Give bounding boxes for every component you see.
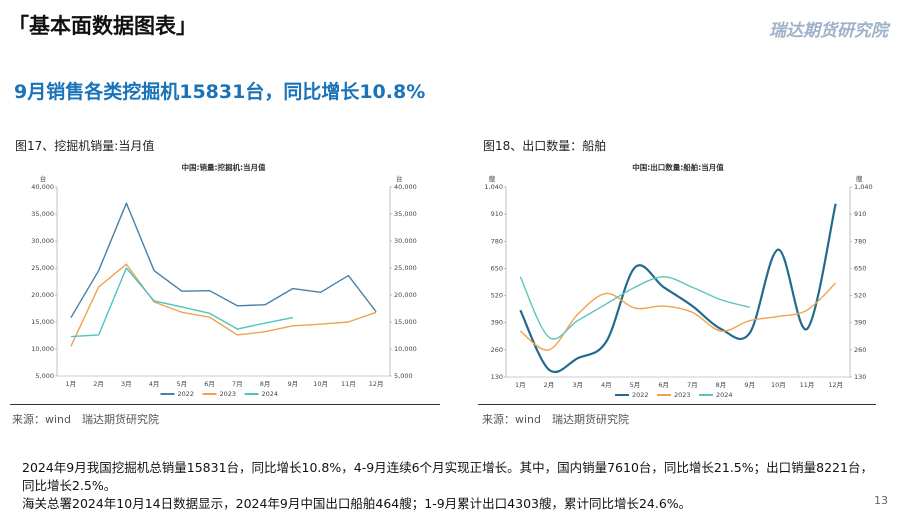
series-line [519,276,750,340]
y-tick-label: 1,040 [484,183,503,191]
x-tick-label: 1月 [515,381,526,389]
x-tick-label: 8月 [716,381,727,389]
y2-tick-label: 20,000 [394,291,417,299]
x-tick-label: 10月 [313,380,328,388]
y2-tick-label: 25,000 [394,264,417,272]
paragraph: 2024年9月我国挖掘机总销量15831台，同比增长10.8%，4-9月连续6个… [22,460,873,493]
legend-label: 2023 [674,391,691,399]
series-line [70,202,377,319]
paragraph: 海关总署2024年10月14日数据显示，2024年9月中国出口船舶464艘；1-… [22,496,692,511]
series-line [70,267,294,338]
y2-tick-label: 35,000 [394,210,417,218]
x-tick-label: 4月 [601,381,612,389]
x-tick-label: 6月 [204,380,215,388]
series-line [519,282,837,351]
figure-caption: 图18、出口数量：船舶 [483,139,607,153]
y2-tick-label: 260 [854,346,866,354]
y2-tick-label: 5,000 [394,372,413,380]
y2-tick-label: 30,000 [394,237,417,245]
y2-tick-label: 40,000 [394,183,417,191]
series-line [70,263,377,347]
y-tick-label: 15,000 [31,318,54,326]
y-tick-label: 520 [491,292,503,300]
y-tick-label: 130 [491,373,503,381]
x-tick-label: 1月 [66,380,77,388]
y-tick-label: 5,000 [35,372,54,380]
series-line [519,203,837,374]
x-tick-label: 12月 [369,380,384,388]
logo: 瑞达期货研究院 [769,21,888,41]
source: 来源：wind 瑞达期货研究院 [12,413,160,426]
divider [10,404,440,405]
axis-unit: 艘 [856,174,863,183]
axis-unit: 台 [40,174,47,183]
y-tick-label: 780 [491,237,503,245]
chart-title: 中国:销量:挖掘机:当月值 [182,162,266,172]
x-tick-label: 11月 [800,381,815,389]
source: 来源：wind 瑞达期货研究院 [482,413,630,426]
x-tick-label: 7月 [232,380,243,388]
x-tick-label: 7月 [687,381,698,389]
y2-tick-label: 10,000 [394,345,417,353]
x-tick-label: 3月 [572,381,583,389]
x-tick-label: 8月 [260,380,271,388]
x-tick-label: 3月 [121,380,132,388]
y-tick-label: 910 [491,210,503,218]
y-tick-label: 30,000 [31,237,54,245]
y2-tick-label: 520 [854,292,866,300]
x-tick-label: 12月 [828,381,843,389]
y-tick-label: 35,000 [31,210,54,218]
x-tick-label: 5月 [177,380,188,388]
x-tick-label: 11月 [341,380,356,388]
y-tick-label: 10,000 [31,345,54,353]
legend-label: 2024 [262,390,279,398]
x-tick-label: 2月 [544,381,555,389]
page-number: 13 [874,494,888,507]
legend-label: 2022 [178,390,195,398]
x-tick-label: 4月 [149,380,160,388]
y-tick-label: 650 [491,264,503,272]
y-tick-label: 390 [491,319,503,327]
headline: 9月销售各类挖掘机15831台，同比增长10.8% [14,81,426,103]
legend-label: 2024 [716,391,733,399]
y2-tick-label: 1,040 [854,183,873,191]
chart-title: 中国:出口数量:船舶:当月值 [632,162,724,172]
footer-text: 2024年9月我国挖掘机总销量15831台，同比增长10.8%，4-9月连续6个… [22,459,884,513]
y2-tick-label: 780 [854,237,866,245]
axis-unit: 台 [396,174,403,183]
x-tick-label: 9月 [288,380,299,388]
legend-label: 2022 [632,391,649,399]
x-tick-label: 5月 [630,381,641,389]
y-tick-label: 260 [491,346,503,354]
figure-caption: 图17、挖掘机销量:当月值 [15,139,155,153]
y2-tick-label: 15,000 [394,318,417,326]
x-tick-label: 10月 [771,381,786,389]
x-tick-label: 6月 [658,381,669,389]
y-tick-label: 40,000 [31,183,54,191]
slide-title: 「基本面数据图表」 [8,14,197,38]
legend-label: 2023 [220,390,237,398]
axis-unit: 艘 [489,174,496,183]
y2-tick-label: 650 [854,264,866,272]
y2-tick-label: 130 [854,373,866,381]
y2-tick-label: 390 [854,319,866,327]
y2-tick-label: 910 [854,210,866,218]
divider [478,404,876,405]
y-tick-label: 25,000 [31,264,54,272]
y-tick-label: 20,000 [31,291,54,299]
x-tick-label: 2月 [93,380,104,388]
x-tick-label: 9月 [744,381,755,389]
